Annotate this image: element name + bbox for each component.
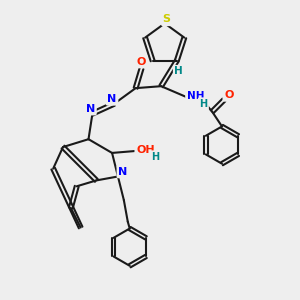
Text: H: H [151, 152, 159, 162]
Text: OH: OH [136, 145, 155, 155]
Text: H: H [174, 67, 183, 76]
Text: H: H [199, 99, 207, 109]
Text: O: O [137, 57, 146, 67]
Text: N: N [86, 104, 95, 114]
Text: S: S [163, 14, 171, 25]
Text: NH: NH [187, 91, 204, 101]
Text: O: O [224, 90, 233, 100]
Text: N: N [107, 94, 117, 104]
Text: N: N [118, 167, 128, 177]
